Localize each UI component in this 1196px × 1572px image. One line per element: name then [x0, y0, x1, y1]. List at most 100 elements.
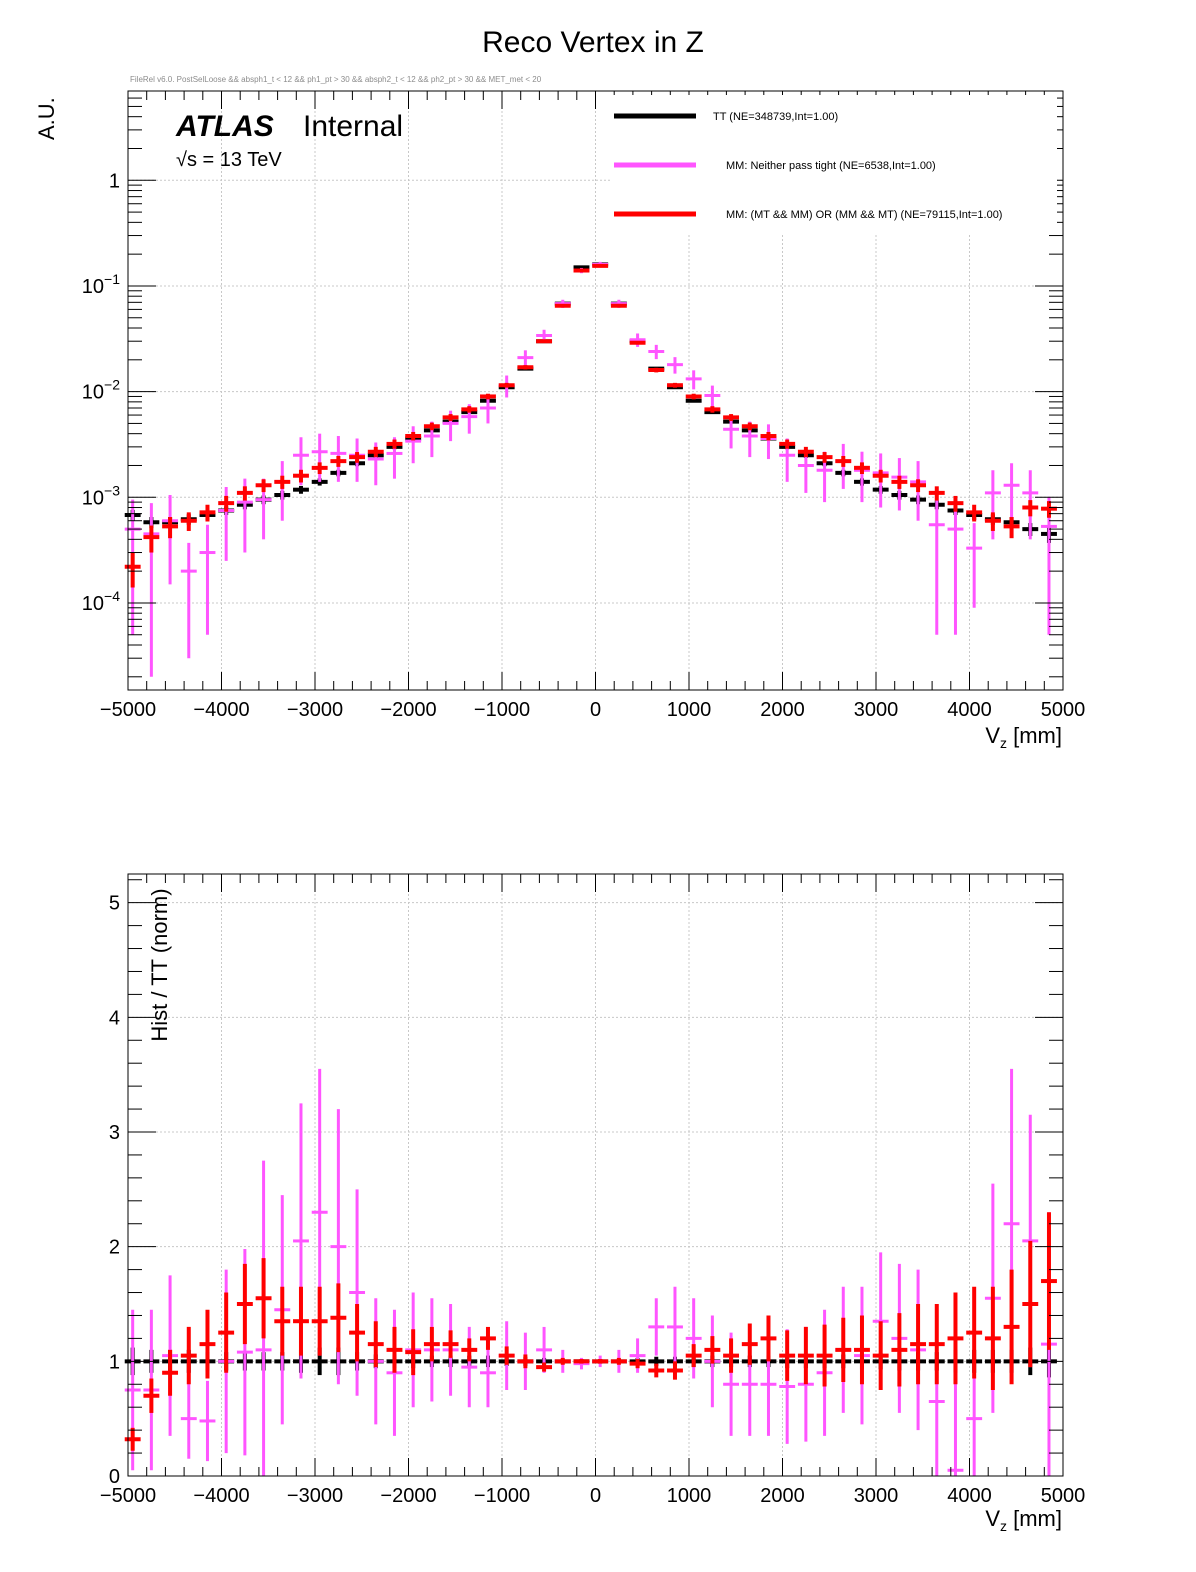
top-point-MM_mixed: [629, 340, 646, 345]
top-x-axis-label-unit: [mm]: [1007, 723, 1062, 748]
bottom-point-MM_mixed: [947, 1292, 964, 1385]
top-point-MM_mixed: [311, 462, 328, 475]
bottom-y-tick-label: 4: [109, 1007, 120, 1029]
top-point-MM_mixed: [143, 525, 160, 553]
bottom-point-MM_mixed: [648, 1363, 665, 1378]
bottom-point-MM_neither: [180, 1378, 197, 1459]
bottom-point-MM_mixed: [218, 1292, 235, 1373]
bottom-point-MM_mixed: [741, 1323, 758, 1365]
top-point-MM_mixed: [648, 367, 665, 373]
top-point-MM_mixed: [723, 414, 740, 422]
bottom-point-MM_mixed: [816, 1324, 833, 1387]
top-point-MM_mixed: [573, 268, 590, 273]
top-x-axis-label-main: V: [985, 723, 1000, 748]
top-point-MM_mixed: [704, 406, 721, 413]
top-y-tick-exponent: −2: [104, 377, 120, 393]
bottom-point-MM_mixed: [760, 1315, 777, 1362]
bottom-point-MM_mixed: [629, 1359, 646, 1369]
bottom-x-tick-label: 1000: [667, 1485, 712, 1507]
bottom-point-MM_mixed: [592, 1359, 609, 1364]
bottom-panel: −5000 −4000 −3000 −2000 −1000 0 1000 2000 3000 40…: [100, 873, 1085, 1534]
cut-string: FileRel v6.0. PostSelLoose && absph1_t <…: [130, 75, 542, 84]
bottom-point-MM_mixed: [966, 1286, 983, 1379]
top-point-MM_mixed: [610, 303, 627, 308]
top-point-MM_neither: [704, 385, 721, 408]
top-panel: −5000 −4000 −3000 −2000 −1000 0 1000 2000 3000 40…: [34, 90, 1085, 751]
top-point-MM_neither: [947, 499, 964, 635]
bottom-x-tick-label: 3000: [854, 1485, 899, 1507]
top-point-MM_mixed: [685, 393, 702, 400]
atlas-status-text: Internal: [303, 110, 403, 143]
top-point-MM_mixed: [816, 452, 833, 463]
bottom-point-MM_mixed: [554, 1357, 571, 1365]
legend: TT (NE=348739,Int=1.00) MM: Neither pass…: [612, 95, 1057, 235]
bottom-point-MM_mixed: [405, 1329, 422, 1376]
top-point-MM_mixed: [854, 462, 870, 475]
top-y-tick-label: 1: [109, 170, 120, 192]
top-point-MM_mixed: [760, 431, 777, 441]
top-point-MM_mixed: [349, 452, 366, 463]
top-point-MM_neither: [480, 396, 496, 424]
bottom-point-MM_mixed: [236, 1263, 253, 1345]
bottom-point-MM_mixed: [667, 1361, 683, 1380]
top-point-MM_neither: [648, 344, 665, 360]
bottom-point-MM_mixed: [423, 1326, 440, 1362]
bottom-point-MM_neither: [947, 1367, 964, 1476]
bottom-point-MM_mixed: [704, 1336, 721, 1364]
bottom-point-MM_mixed: [386, 1326, 403, 1373]
bottom-x-axis-label-main: V: [985, 1506, 1000, 1531]
bottom-point-MM_mixed: [255, 1258, 272, 1339]
top-x-tick-label: 2000: [760, 699, 805, 721]
top-y-tick-mantissa: 10: [82, 276, 104, 298]
top-point-MM_neither: [928, 495, 945, 635]
top-y-tick-mantissa: 10: [82, 382, 104, 404]
bottom-point-MM_mixed: [797, 1326, 814, 1385]
top-point-MM_mixed: [405, 431, 422, 441]
top-point-MM_mixed: [872, 469, 889, 483]
bottom-point-MM_mixed: [928, 1304, 945, 1385]
top-x-tick-label: −4000: [193, 699, 249, 721]
bottom-x-tick-label: −5000: [100, 1485, 156, 1507]
bottom-point-MM_mixed: [573, 1359, 590, 1364]
bottom-point-MM_mixed: [910, 1304, 927, 1385]
top-x-tick-label: 3000: [854, 699, 899, 721]
bottom-x-tick-label: 0: [590, 1485, 601, 1507]
top-point-MM_mixed: [554, 303, 571, 308]
bottom-x-tick-label: 4000: [947, 1485, 992, 1507]
top-y-tick-exponent: −1: [104, 271, 120, 287]
bottom-point-MM_mixed: [536, 1362, 553, 1372]
bottom-point-MM_mixed: [349, 1304, 366, 1362]
top-y-tick-mantissa: 1: [109, 170, 120, 192]
bottom-marks: [124, 1068, 1057, 1476]
top-point-MM_neither: [685, 370, 702, 390]
top-point-MM_mixed: [218, 495, 235, 512]
top-y-tick-exponent: −4: [104, 588, 120, 604]
bottom-x-axis-label-unit: [mm]: [1007, 1506, 1062, 1531]
bottom-point-MM_mixed: [162, 1349, 179, 1396]
top-x-tick-label: −2000: [380, 699, 436, 721]
top-point-MM_mixed: [667, 382, 683, 388]
top-x-tick-label: −5000: [100, 699, 156, 721]
bottom-point-MM_mixed: [1041, 1212, 1057, 1350]
atlas-text: ATLAS: [175, 110, 274, 143]
top-point-MM_mixed: [442, 414, 459, 422]
top-point-MM_mixed: [536, 339, 553, 344]
bottom-x-tick-label: −2000: [380, 1485, 436, 1507]
top-point-MM_mixed: [498, 382, 515, 388]
top-point-MM_neither: [1041, 496, 1057, 635]
top-point-MM_mixed: [293, 469, 309, 483]
top-point-MM_mixed: [480, 393, 496, 400]
top-point-MM_mixed: [779, 439, 796, 449]
bottom-point-MM_mixed: [685, 1344, 702, 1368]
top-point-MM_neither: [517, 350, 534, 367]
top-point-TT: [573, 265, 590, 270]
top-point-MM_mixed: [947, 495, 964, 512]
bottom-point-MM_mixed: [367, 1321, 384, 1368]
legend-label-mm-mixed: MM: (MT && MM) OR (MM && MT) (NE=79115,I…: [726, 209, 1002, 221]
top-y-tick-mantissa: 10: [82, 593, 104, 615]
bottom-point-MM_mixed: [143, 1378, 160, 1413]
bottom-point-MM_mixed: [891, 1313, 908, 1387]
top-y-tick-label: 10−4: [82, 588, 120, 615]
top-y-tick-label: 10−1: [82, 271, 120, 298]
